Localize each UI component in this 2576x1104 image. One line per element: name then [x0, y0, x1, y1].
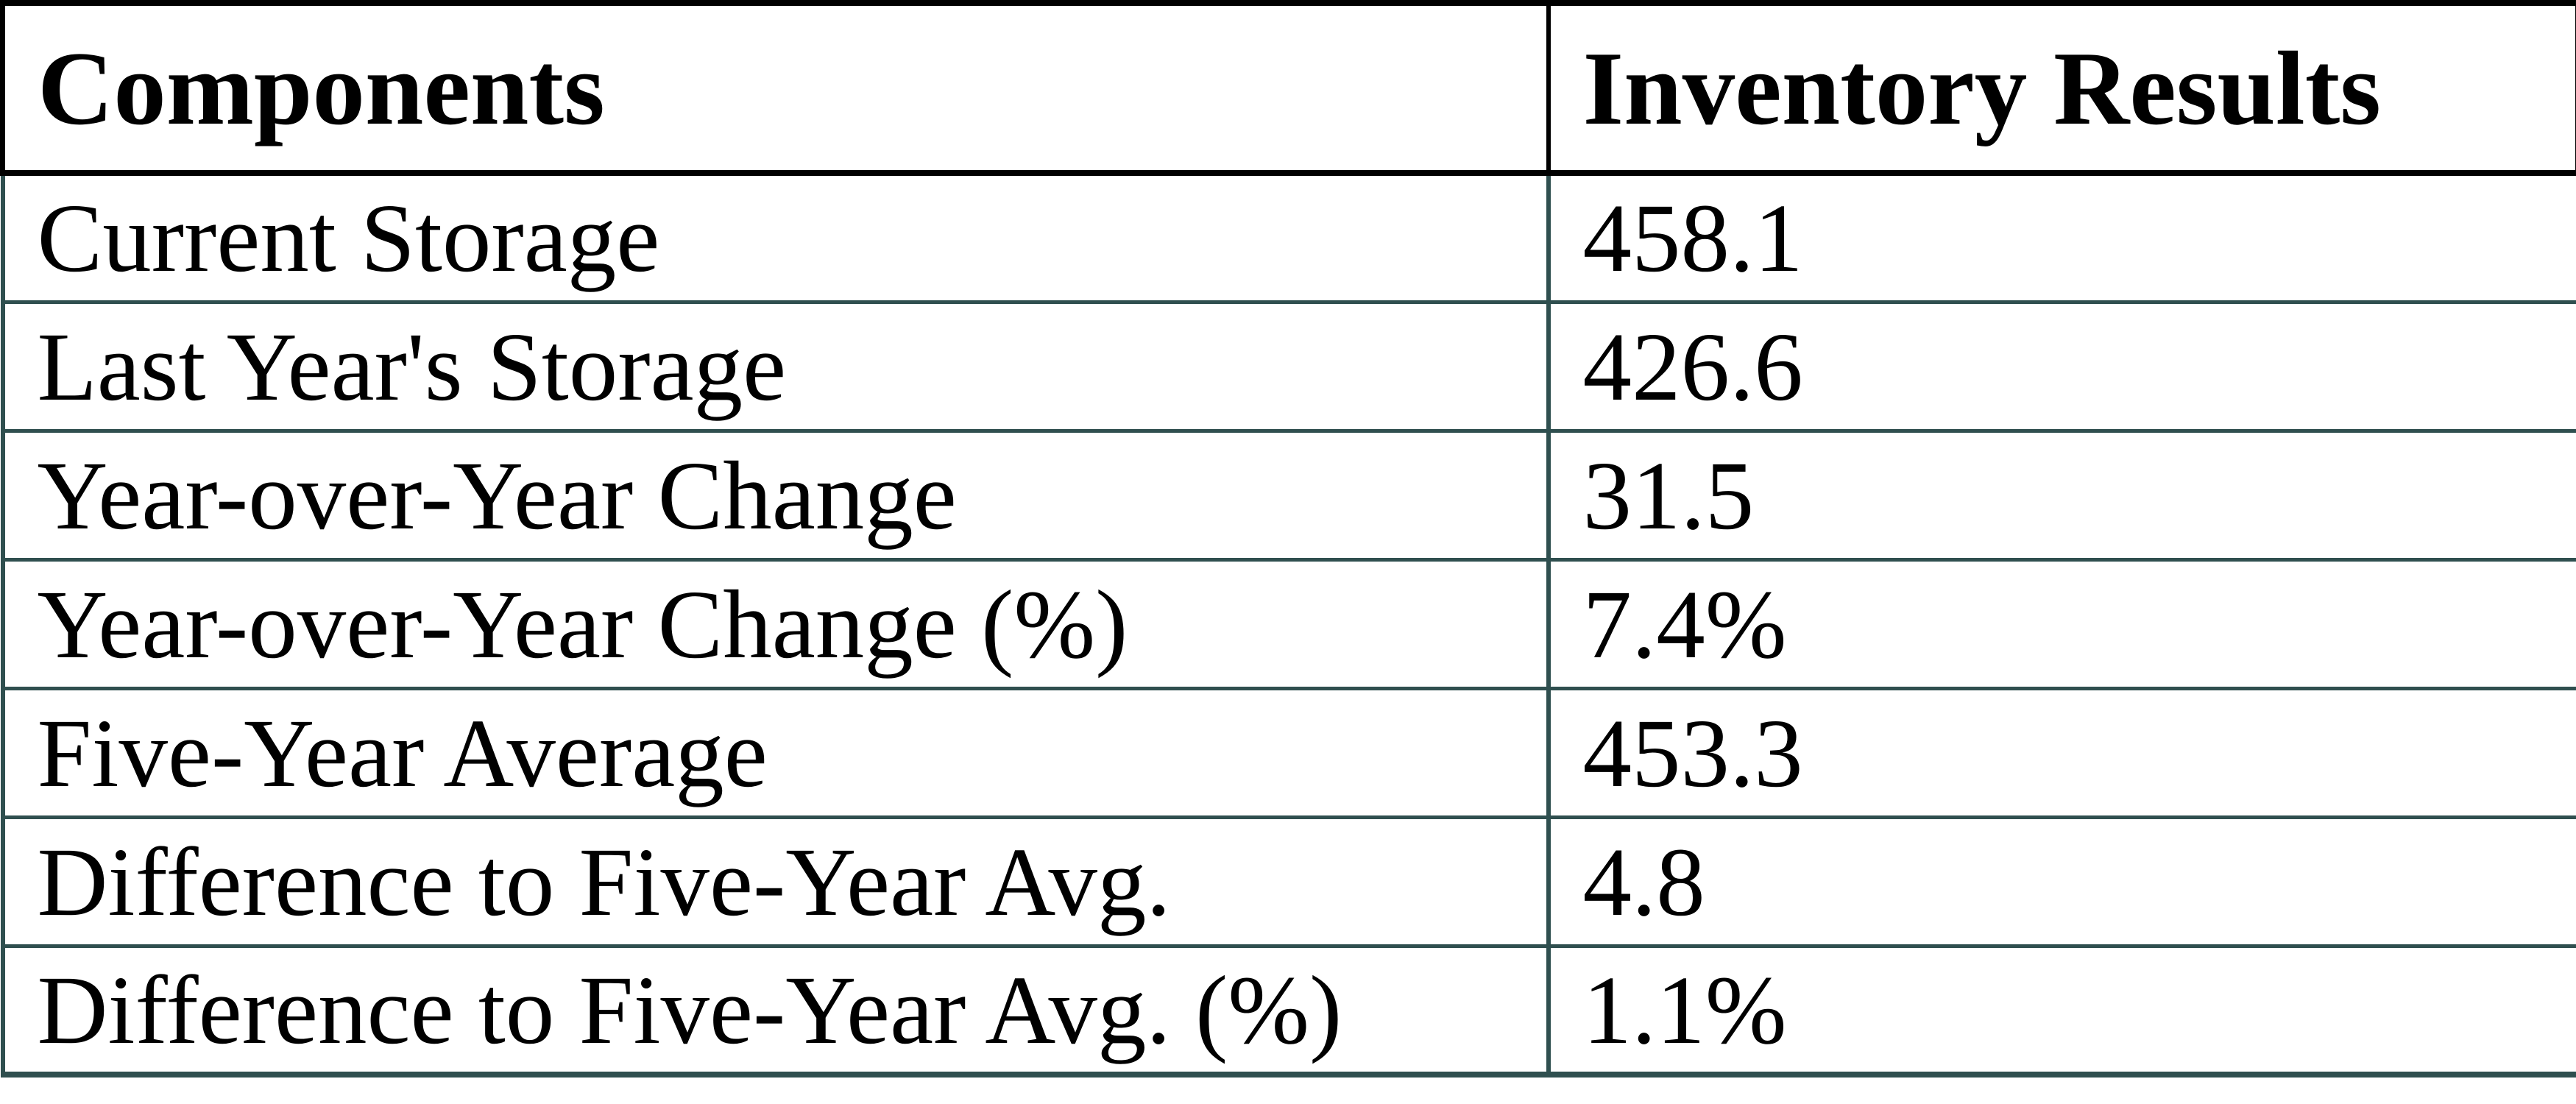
component-cell: Difference to Five-Year Avg.	[0, 815, 1551, 948]
value-cell: 453.3	[1546, 686, 2576, 819]
table-row: Five-Year Average 453.3	[0, 686, 2576, 819]
component-cell: Current Storage	[0, 171, 1551, 304]
table-row: Year-over-Year Change 31.5	[0, 428, 2576, 562]
table-row: Year-over-Year Change (%) 7.4%	[0, 557, 2576, 690]
table-row: Difference to Five-Year Avg. 4.8	[0, 815, 2576, 948]
column-header-inventory-results: Inventory Results	[1548, 0, 2576, 176]
component-cell: Difference to Five-Year Avg. (%)	[0, 944, 1551, 1078]
table-row: Current Storage 458.1	[0, 171, 2576, 304]
value-cell: 458.1	[1546, 171, 2576, 304]
inventory-table: Components Inventory Results Current Sto…	[0, 0, 2576, 1078]
component-cell: Five-Year Average	[0, 686, 1551, 819]
value-cell: 1.1%	[1546, 944, 2576, 1078]
table-row: Last Year's Storage 426.6	[0, 300, 2576, 433]
value-cell: 31.5	[1546, 428, 2576, 562]
table-row: Difference to Five-Year Avg. (%) 1.1%	[0, 944, 2576, 1078]
value-cell: 4.8	[1546, 815, 2576, 948]
value-cell: 426.6	[1546, 300, 2576, 433]
component-cell: Year-over-Year Change (%)	[0, 557, 1551, 690]
column-header-components: Components	[0, 0, 1551, 176]
value-cell: 7.4%	[1546, 557, 2576, 690]
component-cell: Last Year's Storage	[0, 300, 1551, 433]
header-row: Components Inventory Results	[0, 0, 2576, 176]
component-cell: Year-over-Year Change	[0, 428, 1551, 562]
